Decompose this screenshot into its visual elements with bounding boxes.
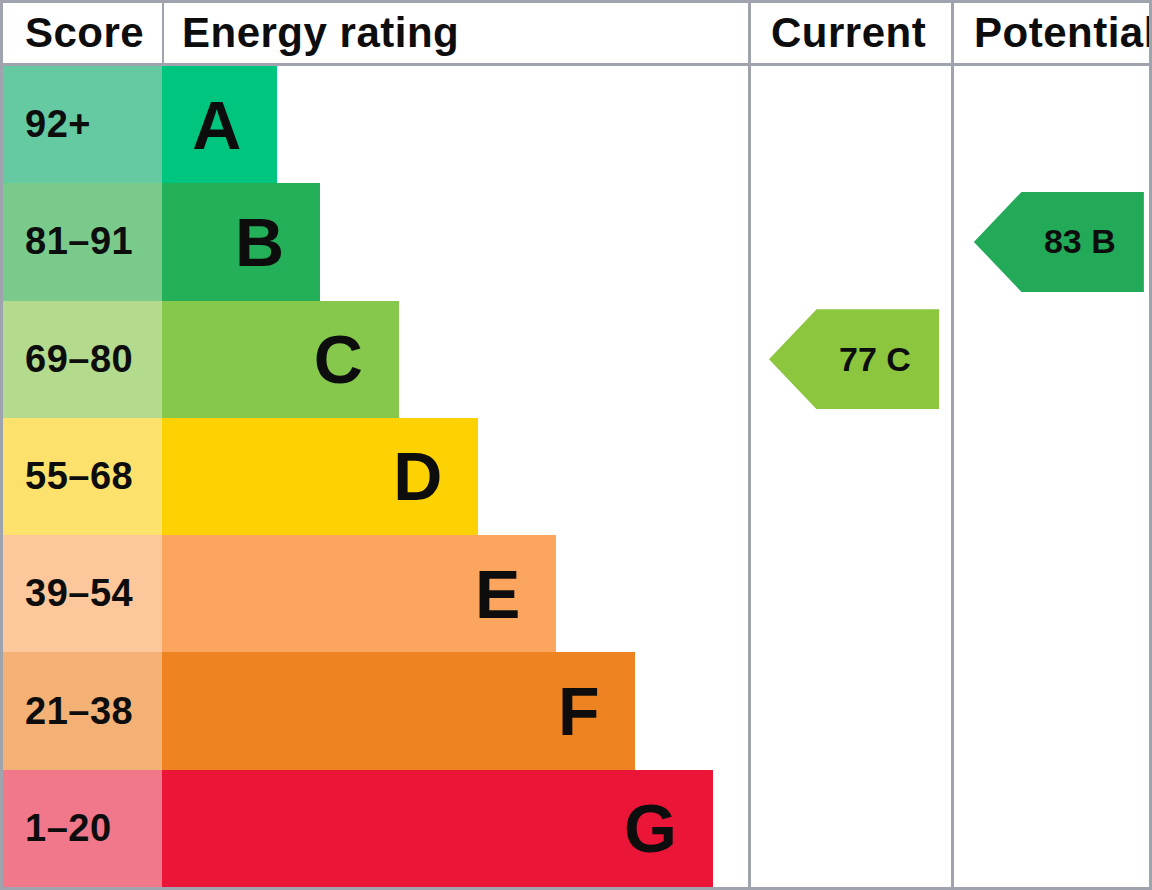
bar-cell-b: B: [162, 183, 748, 300]
score-range-label-g: 1–20: [25, 807, 112, 850]
rating-bar-g: G: [162, 770, 713, 887]
rating-bar-c: C: [162, 301, 399, 418]
rating-letter-a: A: [192, 91, 241, 159]
score-range-label-f: 21–38: [25, 690, 133, 733]
header-current-label: Current: [771, 9, 926, 57]
epc-rating-chart: Score Energy rating Current Potential 92…: [0, 0, 1152, 890]
score-range-label-d: 55–68: [25, 455, 133, 498]
rating-bar-a: A: [162, 66, 277, 183]
bar-cell-e: E: [162, 535, 748, 652]
header-energy-rating: Energy rating: [162, 3, 748, 66]
potential-rating-arrow: 83 B: [974, 192, 1144, 292]
score-cell-g: 1–20: [3, 770, 162, 887]
bar-cell-f: F: [162, 652, 748, 769]
score-range-label-a: 92+: [25, 103, 91, 146]
rating-letter-b: B: [235, 208, 284, 276]
header-potential-label: Potential: [974, 9, 1152, 57]
rating-letter-c: C: [314, 325, 363, 393]
score-range-label-e: 39–54: [25, 572, 133, 615]
header-score: Score: [3, 3, 162, 66]
current-column: 77 C: [751, 66, 951, 887]
bar-cell-d: D: [162, 418, 748, 535]
score-cell-e: 39–54: [3, 535, 162, 652]
header-potential: Potential: [954, 3, 1152, 66]
rating-bar-d: D: [162, 418, 478, 535]
header-score-label: Score: [25, 9, 144, 57]
current-rating-label: 77 C: [839, 340, 911, 379]
score-range-label-c: 69–80: [25, 338, 133, 381]
rating-letter-f: F: [558, 677, 600, 745]
score-range-label-b: 81–91: [25, 220, 133, 263]
bar-cell-g: G: [162, 770, 748, 887]
bar-cell-c: C: [162, 301, 748, 418]
rating-bar-e: E: [162, 535, 556, 652]
score-cell-b: 81–91: [3, 183, 162, 300]
rating-letter-e: E: [475, 560, 520, 628]
header-current: Current: [751, 3, 951, 66]
rating-letter-g: G: [624, 794, 677, 862]
score-cell-f: 21–38: [3, 652, 162, 769]
potential-rating-label: 83 B: [1044, 222, 1116, 261]
rating-bar-b: B: [162, 183, 320, 300]
potential-column: 83 B: [954, 66, 1152, 887]
rating-letter-d: D: [393, 442, 442, 510]
score-cell-d: 55–68: [3, 418, 162, 535]
score-cell-c: 69–80: [3, 301, 162, 418]
header-energy-rating-label: Energy rating: [182, 9, 459, 57]
score-cell-a: 92+: [3, 66, 162, 183]
current-rating-arrow: 77 C: [769, 309, 939, 409]
bar-cell-a: A: [162, 66, 748, 183]
rating-bar-f: F: [162, 652, 635, 769]
